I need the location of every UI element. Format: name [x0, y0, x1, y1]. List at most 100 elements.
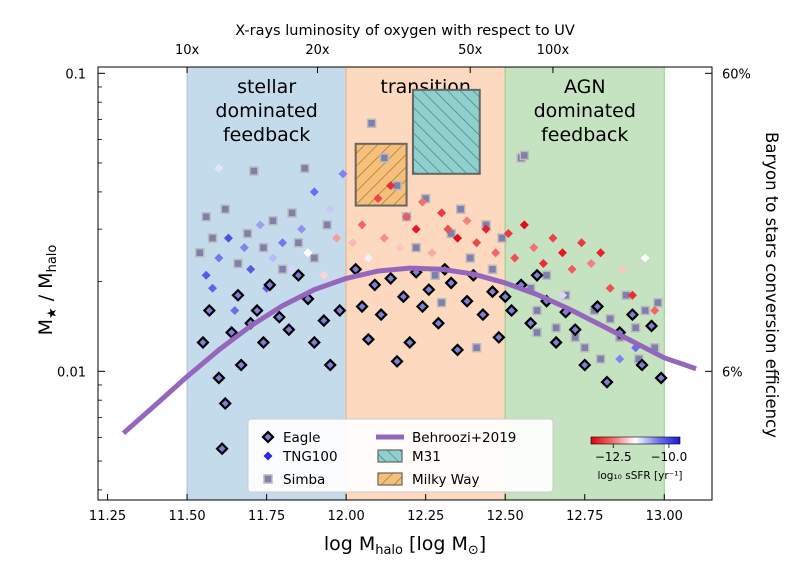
- point-tng100: [208, 283, 218, 293]
- point-tng100: [363, 253, 373, 263]
- point-eagle: [212, 371, 226, 385]
- point-tng100: [348, 238, 358, 248]
- point-tng100: [481, 224, 491, 234]
- point-simba: [379, 153, 390, 163]
- point-simba: [532, 305, 542, 316]
- point-simba: [233, 258, 243, 269]
- point-eagle: [196, 335, 210, 349]
- point-eagle: [323, 358, 337, 372]
- point-eagle: [644, 319, 659, 333]
- point-eagle: [403, 335, 417, 349]
- point-tng100: [557, 290, 567, 300]
- legend-simba-label: Simba: [283, 472, 325, 488]
- point-tng100: [627, 290, 637, 300]
- x-tick-label: 12.25: [407, 509, 444, 524]
- y-axis-label: M★ / Mhalo: [35, 245, 60, 336]
- point-tng100: [325, 204, 335, 214]
- point-eagle: [415, 299, 430, 314]
- point-tng100: [214, 253, 224, 263]
- point-eagle: [250, 303, 264, 318]
- right-tick-label: 60%: [722, 67, 751, 82]
- point-tng100: [577, 238, 587, 248]
- point-eagle: [530, 268, 544, 282]
- point-eagle: [654, 371, 668, 385]
- legend-tng100-label: TNG100: [282, 449, 338, 465]
- legend-milkyway-label: Milky Way: [412, 472, 480, 488]
- legend: Eagle TNG100 Simba Behroozi+2019 M31 Milky Wa…: [247, 418, 554, 493]
- y-tick-label: 0.1: [65, 67, 86, 82]
- point-eagle: [578, 358, 592, 372]
- top-tick-label: 10x: [175, 43, 200, 58]
- point-simba: [436, 297, 447, 308]
- point-simba: [471, 342, 482, 353]
- point-simba: [195, 247, 205, 258]
- scatter-points: [195, 118, 668, 456]
- x-tick-label: 12.50: [487, 509, 524, 524]
- point-simba: [653, 297, 663, 308]
- x-tick-label: 13.00: [646, 509, 683, 524]
- point-tng100: [503, 229, 513, 239]
- box-m31: [411, 88, 481, 175]
- point-tng100: [411, 224, 421, 234]
- point-eagle: [600, 375, 614, 389]
- point-simba: [605, 314, 615, 324]
- point-tng100: [640, 253, 650, 263]
- point-tng100: [548, 233, 558, 243]
- point-tng100: [510, 253, 520, 263]
- point-tng100: [605, 283, 615, 293]
- x-tick-label: 11.50: [168, 509, 205, 524]
- point-tng100: [452, 233, 462, 243]
- point-tng100: [567, 264, 577, 274]
- point-simba: [300, 163, 310, 174]
- point-simba: [201, 212, 211, 222]
- point-simba: [242, 228, 253, 239]
- point-simba: [430, 270, 440, 281]
- behroozi-curve: [121, 265, 697, 436]
- point-eagle: [460, 294, 474, 308]
- point-tng100: [417, 197, 427, 207]
- behroozi-curve-layer: [121, 265, 697, 436]
- point-tng100: [373, 194, 383, 204]
- point-simba: [487, 264, 498, 275]
- top-tick-label: 100x: [537, 43, 570, 58]
- point-tng100: [309, 187, 319, 197]
- point-eagle: [390, 354, 404, 368]
- point-simba: [640, 305, 650, 316]
- point-simba: [322, 220, 332, 230]
- point-tng100: [278, 238, 288, 248]
- point-eagle: [291, 268, 305, 282]
- point-eagle: [485, 285, 500, 299]
- point-simba: [497, 233, 507, 243]
- point-eagle: [368, 278, 382, 292]
- x-tick-label: 11.75: [248, 509, 285, 524]
- point-eagle: [384, 271, 398, 285]
- point-eagle: [307, 335, 321, 349]
- point-tng100: [437, 208, 447, 218]
- right-tick-label: 6%: [722, 365, 743, 380]
- point-tng100: [650, 305, 660, 315]
- point-tng100: [586, 259, 596, 269]
- x-tick-label: 11.25: [89, 509, 126, 524]
- point-eagle: [635, 358, 649, 372]
- region-label-2-2: feedback: [541, 124, 628, 146]
- x-tick-label: 12.00: [328, 509, 365, 524]
- axes: 11.25 11.50 11.75 12.00 12.25 12.50 12.75 13.00…: [57, 43, 751, 524]
- point-eagle: [476, 308, 490, 322]
- point-tng100: [255, 220, 265, 230]
- point-eagle: [202, 303, 216, 318]
- point-tng100: [462, 216, 472, 226]
- point-tng100: [596, 248, 606, 258]
- point-simba: [366, 118, 377, 128]
- point-tng100: [395, 243, 405, 253]
- point-tng100: [357, 220, 367, 230]
- point-tng100: [472, 238, 482, 248]
- legend-behroozi-label: Behroozi+2019: [412, 430, 516, 446]
- plot-frame: [97, 66, 713, 501]
- y-tick-label: 0.01: [57, 365, 86, 380]
- legend-eagle-label: Eagle: [283, 430, 320, 446]
- point-eagle: [450, 343, 465, 357]
- point-eagle: [505, 303, 519, 318]
- point-tng100: [538, 259, 548, 269]
- right-axis-label: Baryon to stars conversion efficiency: [762, 132, 781, 438]
- point-eagle: [549, 335, 563, 349]
